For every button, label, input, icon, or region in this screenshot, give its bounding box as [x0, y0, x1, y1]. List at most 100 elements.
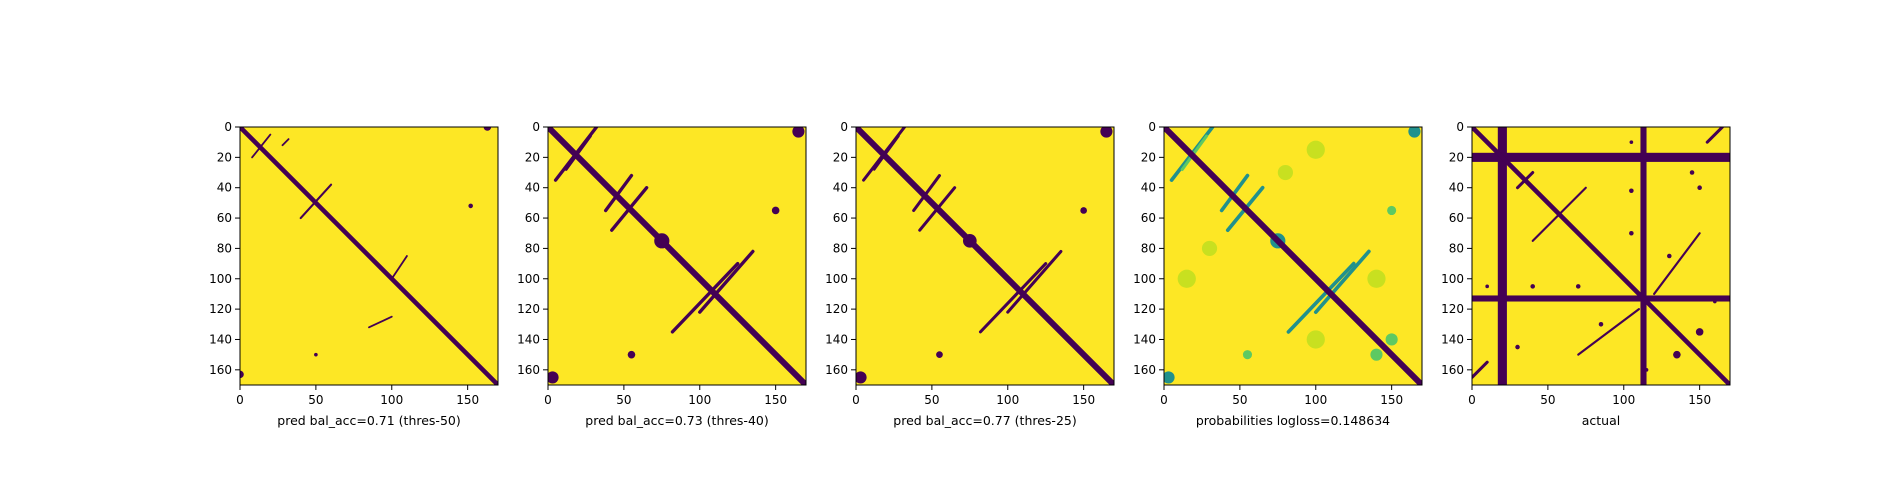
y-tick-label: 40 — [1449, 181, 1464, 195]
heatmap-diagonal — [548, 127, 806, 385]
y-tick-label: 60 — [1141, 211, 1156, 225]
y-tick-label: 40 — [1141, 181, 1156, 195]
heatmap-contact-line — [872, 134, 900, 171]
y-tick-label: 140 — [1133, 332, 1156, 346]
y-tick-label: 160 — [1133, 363, 1156, 377]
x-tick-label: 50 — [1232, 393, 1247, 407]
heatmap-contact-line — [368, 315, 393, 329]
y-tick-label: 80 — [1449, 241, 1464, 255]
y-tick-label: 40 — [525, 181, 540, 195]
heatmap-frame — [1471, 126, 1731, 386]
x-tick-label: 100 — [1304, 393, 1327, 407]
y-tick-label: 100 — [517, 272, 540, 286]
y-tick-label: 100 — [1441, 272, 1464, 286]
heatmap-contact-blob — [1367, 269, 1386, 288]
heatmap-contact-line — [604, 173, 634, 213]
heatmap-contact-blob — [1629, 230, 1634, 236]
y-tick-label: 120 — [1133, 302, 1156, 316]
heatmap-contact-blob — [548, 371, 559, 384]
x-axis-label: pred bal_acc=0.71 (thres-50) — [277, 413, 460, 428]
y-tick-label: 20 — [1141, 150, 1156, 164]
x-tick-label: 50 — [924, 393, 939, 407]
heatmap-contact-blob — [1575, 284, 1581, 289]
heatmap-contact-blob — [1530, 284, 1535, 289]
heatmap-contact-blob — [1697, 185, 1702, 190]
x-tick-label: 150 — [764, 393, 787, 407]
x-tick-label: 100 — [996, 393, 1019, 407]
x-axis-label: actual — [1582, 413, 1621, 428]
heatmap-contact-line — [390, 255, 408, 280]
x-axis-label: pred bal_acc=0.77 (thres-25) — [893, 413, 1076, 428]
y-tick-label: 100 — [825, 272, 848, 286]
heatmap-contact-line — [1286, 261, 1356, 334]
y-tick-label: 20 — [217, 150, 232, 164]
heatmap-panel-2: 0 50 100 150 0 20 40 60 80 100 120 140 160 pred bal_a… — [517, 120, 807, 428]
y-tick-label: 140 — [209, 332, 232, 346]
heatmap-diagonal — [1164, 127, 1422, 385]
y-tick-label: 0 — [1148, 120, 1156, 134]
heatmap-contact-blob — [1695, 328, 1704, 336]
heatmap-contact-blob — [1629, 188, 1634, 194]
y-tick-label: 20 — [525, 150, 540, 164]
heatmap-contact-blob — [1667, 253, 1672, 259]
heatmap-contact-blob — [1201, 240, 1218, 256]
x-tick-label: 150 — [456, 393, 479, 407]
heatmap-contact-blob — [1713, 299, 1717, 304]
x-tick-label: 0 — [1160, 393, 1168, 407]
x-tick-label: 100 — [380, 393, 403, 407]
x-tick-label: 100 — [688, 393, 711, 407]
heatmap-contact-blob — [483, 127, 492, 131]
heatmap-contact-blob — [1598, 322, 1604, 327]
heatmap-contact-blob — [1408, 127, 1421, 138]
heatmap-contact-blob — [240, 370, 244, 379]
y-tick-label: 20 — [833, 150, 848, 164]
heatmap-vertical-band — [1497, 127, 1507, 385]
heatmap-contact-blob — [1306, 140, 1325, 159]
x-tick-label: 0 — [544, 393, 552, 407]
heatmap-contact-blob — [1100, 127, 1113, 138]
heatmap-diagonal — [856, 127, 1114, 385]
y-tick-label: 0 — [224, 120, 232, 134]
heatmap-panel-3: 0 50 100 150 0 20 40 60 80 100 120 140 160 pred bal_a… — [825, 120, 1115, 428]
heatmap-horizontal-band — [1472, 295, 1730, 302]
heatmap-contact-blob — [1177, 269, 1196, 288]
heatmap-contact-blob — [1644, 368, 1649, 372]
y-tick-label: 40 — [217, 181, 232, 195]
y-tick-label: 60 — [525, 211, 540, 225]
heatmap-panel-4: 0 50 100 150 0 20 40 60 80 100 120 140 160 probabilit… — [1133, 120, 1423, 428]
y-tick-label: 0 — [532, 120, 540, 134]
heatmap-diagonal — [1472, 127, 1730, 385]
y-tick-label: 100 — [1133, 272, 1156, 286]
y-tick-label: 60 — [1449, 211, 1464, 225]
heatmap-frame — [855, 126, 1115, 386]
heatmap-plot-area — [548, 127, 806, 385]
heatmap-contact-blob — [792, 127, 805, 138]
heatmap-panel-1: 0 50 100 150 0 20 40 60 80 100 120 140 160 pred bal_a… — [209, 120, 499, 428]
heatmap-frame — [547, 126, 807, 386]
y-tick-label: 160 — [825, 363, 848, 377]
heatmap-contact-blob — [1515, 344, 1520, 350]
heatmap-plot-area — [856, 127, 1114, 385]
heatmap-contact-line — [1653, 232, 1701, 296]
y-tick-label: 140 — [1441, 332, 1464, 346]
y-tick-label: 60 — [217, 211, 232, 225]
y-tick-label: 0 — [840, 120, 848, 134]
y-tick-label: 80 — [1141, 241, 1156, 255]
y-tick-label: 100 — [209, 272, 232, 286]
y-tick-label: 0 — [1456, 120, 1464, 134]
x-tick-label: 0 — [852, 393, 860, 407]
y-tick-label: 140 — [825, 332, 848, 346]
heatmap-contact-line — [978, 262, 1048, 334]
heatmap-contact-line — [1180, 134, 1209, 172]
heatmap-contact-blob — [627, 350, 636, 359]
heatmap-contact-line — [1472, 360, 1489, 379]
heatmap-contact-line — [912, 174, 941, 212]
heatmap-plot-area — [1472, 127, 1730, 385]
heatmap-panel-5: 0 50 100 150 0 20 40 60 80 100 120 140 160 actual — [1441, 120, 1731, 428]
heatmap-contact-blob — [1306, 330, 1325, 349]
heatmap-contact-blob — [1242, 350, 1253, 360]
y-tick-label: 160 — [1441, 363, 1464, 377]
heatmap-contact-blob — [1485, 284, 1489, 289]
x-tick-label: 100 — [1612, 393, 1635, 407]
